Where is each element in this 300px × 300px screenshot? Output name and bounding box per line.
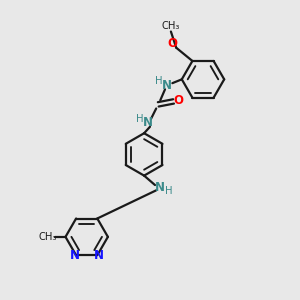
Text: CH₃: CH₃ [39,232,57,242]
Text: CH₃: CH₃ [161,21,179,31]
Text: H: H [155,76,163,86]
Text: H: H [136,114,144,124]
Text: N: N [94,249,104,262]
Text: N: N [162,79,172,92]
Text: O: O [167,38,177,50]
Text: N: N [155,182,165,194]
Text: H: H [165,186,172,196]
Text: N: N [70,249,80,262]
Text: O: O [174,94,184,107]
Text: N: N [143,116,153,129]
